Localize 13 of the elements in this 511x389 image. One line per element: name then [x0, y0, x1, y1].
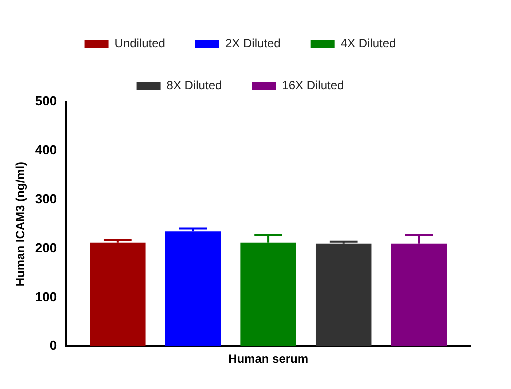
y-tick-label: 300 [35, 191, 58, 206]
legend-label: 8X Diluted [166, 78, 222, 92]
y-tick-label: 0 [50, 338, 58, 354]
y-axis-title: Human ICAM3 (ng/ml) [14, 162, 28, 287]
y-tick-label: 500 [35, 94, 58, 109]
legend-label: Undiluted [114, 36, 166, 50]
y-tick-label: 200 [35, 240, 58, 256]
y-tick-label: 400 [35, 142, 58, 158]
legend-label: 4X Diluted [340, 36, 396, 50]
y-tick-label: 100 [35, 289, 58, 304]
legend-label: 16X Diluted [282, 78, 344, 92]
x-tick-label: Human serum [228, 352, 309, 366]
legend-label: 2X Diluted [225, 36, 281, 50]
